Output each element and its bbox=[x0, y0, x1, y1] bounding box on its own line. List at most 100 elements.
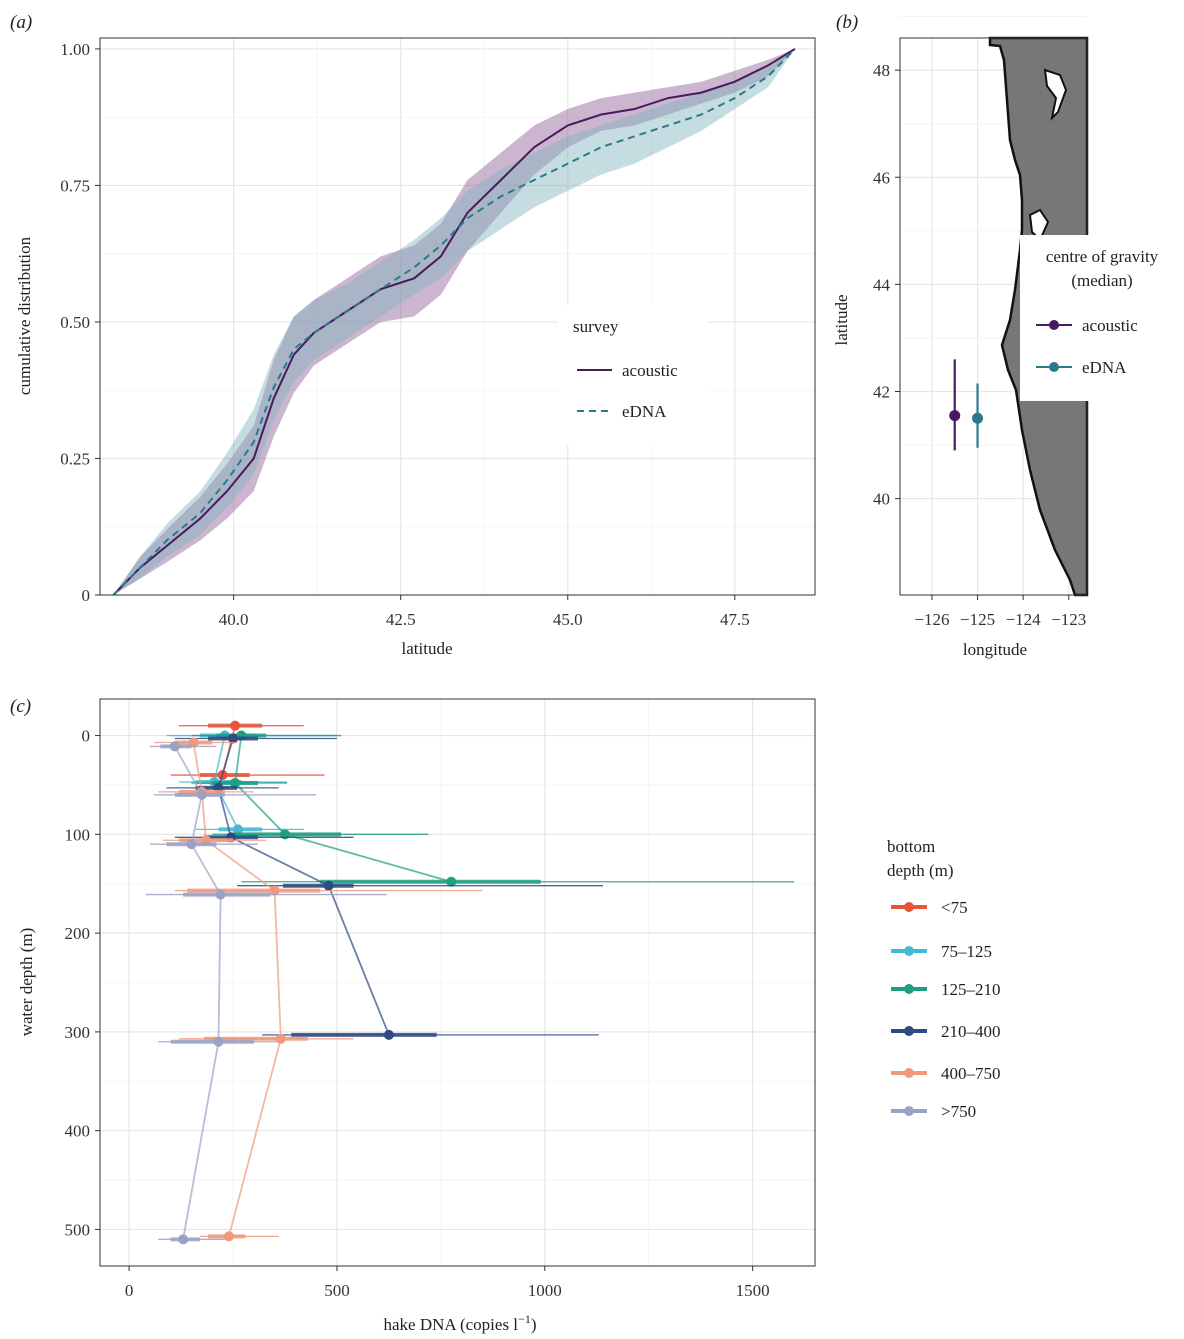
panel-c-point bbox=[186, 839, 197, 850]
panel-a-line-acoustic bbox=[112, 48, 796, 596]
panel-b-ylabel: latitude bbox=[832, 295, 851, 346]
panel-a-xlabel: latitude bbox=[402, 639, 453, 658]
panel-a-ytick-label: 0.25 bbox=[60, 449, 90, 468]
panel-a-legend: survey acoustic eDNA bbox=[558, 305, 708, 445]
panel-a-ylabel: cumulative distribution bbox=[15, 236, 34, 395]
panel-a-xtick-label: 40.0 bbox=[219, 610, 249, 629]
panel-c-point bbox=[169, 741, 180, 752]
panel-b-ticks: −126 −125 −124 −123 40 42 44 46 48 bbox=[873, 61, 1086, 629]
panel-a-lines bbox=[112, 48, 796, 596]
panel-c-profile-line bbox=[174, 745, 222, 1240]
panel-c-legend-dot bbox=[904, 946, 914, 956]
panel-b-legend-label-edna: eDNA bbox=[1082, 358, 1127, 377]
panel-c-legend-label: 75–125 bbox=[941, 942, 992, 961]
panel-b-ytick-label: 46 bbox=[873, 168, 890, 187]
panel-b-legend-label-acoustic: acoustic bbox=[1082, 316, 1138, 335]
panel-c-legend-label: >750 bbox=[941, 1102, 976, 1121]
panel-c-point bbox=[230, 720, 241, 731]
panel-c-point bbox=[446, 876, 457, 887]
panel-c-ylabel: water depth (m) bbox=[17, 928, 36, 1037]
panel-b-legend-title-1: centre of gravity bbox=[1046, 247, 1159, 266]
panel-b-point-acoustic bbox=[949, 410, 961, 422]
panel-b-ytick-label: 42 bbox=[873, 382, 890, 401]
panel-c-point bbox=[269, 885, 280, 896]
panel-a-bands bbox=[113, 48, 795, 595]
panel-c-profile-line bbox=[192, 742, 282, 1237]
panel-a-legend-label-edna: eDNA bbox=[622, 402, 667, 421]
panel-a-xtick-label: 42.5 bbox=[386, 610, 416, 629]
panel-b-legend-box bbox=[1020, 235, 1184, 401]
panel-c-legend-items: <75 75–125 125–210 210–400 400–750 >750 bbox=[891, 898, 1001, 1121]
panel-c-point bbox=[323, 880, 334, 891]
panel-c-series-5 bbox=[145, 741, 387, 1245]
inland-water bbox=[1028, 68, 1068, 242]
panel-a-ytick-label: 0.50 bbox=[60, 313, 90, 332]
panel-c-ytick-label: 500 bbox=[65, 1220, 91, 1239]
panel-c-point bbox=[230, 777, 241, 788]
panel-c-legend-label: <75 bbox=[941, 898, 968, 917]
panel-c-legend: bottom depth (m) <75 75–125 125–210 210–400… bbox=[887, 837, 1001, 1121]
panel-c-point bbox=[196, 789, 207, 800]
panel-b-legend-title-2: (median) bbox=[1071, 271, 1132, 290]
panel-a-band-acoustic bbox=[113, 48, 795, 595]
panel-a-band-edna bbox=[113, 48, 795, 595]
panel-a-frame bbox=[99, 37, 816, 596]
panel-c-ytick-label: 100 bbox=[65, 825, 91, 844]
panel-b-map: −126 −125 −124 −123 40 42 44 46 48 longitude lat… bbox=[832, 16, 1184, 659]
panel-a-legend-label-acoustic: acoustic bbox=[622, 361, 678, 380]
panel-c-legend-dot bbox=[904, 902, 914, 912]
panel-c-legend-dot bbox=[904, 984, 914, 994]
panel-a-ticks: 40.0 42.5 45.0 47.5 0 0.25 0.50 0.75 1.00 bbox=[60, 40, 749, 629]
panel-c-ticks: 0 500 1000 1500 0 100 200 300 400 500 bbox=[65, 727, 770, 1300]
panel-c-point bbox=[213, 1036, 224, 1047]
panel-b-ytick-label: 44 bbox=[873, 275, 891, 294]
panel-c-legend-label: 210–400 bbox=[941, 1022, 1001, 1041]
panel-c-series-2 bbox=[191, 730, 795, 887]
panel-a-chart: 40.0 42.5 45.0 47.5 0 0.25 0.50 0.75 1.00 latitu… bbox=[15, 37, 816, 658]
panel-c-legend-dot bbox=[904, 1026, 914, 1036]
panel-b-xtick-label: −124 bbox=[1006, 610, 1042, 629]
panel-a-ytick-label: 0 bbox=[82, 586, 91, 605]
panel-c-point bbox=[223, 1231, 234, 1242]
panel-c-chart: 0 500 1000 1500 0 100 200 300 400 500 hake DNA (c… bbox=[17, 698, 1001, 1334]
panel-label-b: (b) bbox=[836, 12, 858, 33]
panel-c-legend-dot bbox=[904, 1068, 914, 1078]
panel-b-xtick-label: −126 bbox=[914, 610, 949, 629]
panel-label-a: (a) bbox=[10, 12, 32, 33]
panel-c-frame bbox=[99, 698, 816, 1267]
panel-b-xtick-label: −125 bbox=[960, 610, 995, 629]
panel-c-profile-line bbox=[234, 735, 452, 883]
panel-a-legend-title: survey bbox=[573, 317, 619, 336]
panel-c-point bbox=[233, 824, 244, 835]
panel-c-legend-dot bbox=[904, 1106, 914, 1116]
panel-c-xtick-label: 500 bbox=[324, 1281, 350, 1300]
panel-b-ytick-label: 48 bbox=[873, 61, 890, 80]
panel-c-xtick-label: 0 bbox=[125, 1281, 134, 1300]
panel-b-points bbox=[949, 359, 984, 451]
panel-c-point bbox=[228, 733, 239, 744]
panel-a-ytick-label: 1.00 bbox=[60, 40, 90, 59]
panel-c-series bbox=[145, 720, 795, 1245]
panel-a-ytick-label: 0.75 bbox=[60, 176, 90, 195]
panel-b-point-edna bbox=[972, 412, 984, 424]
panel-c-xtick-label: 1000 bbox=[528, 1281, 562, 1300]
panel-c-point bbox=[383, 1029, 394, 1040]
panel-c-point bbox=[178, 1234, 189, 1245]
panel-c-xlabel-close: ) bbox=[531, 1315, 537, 1334]
panel-c-xtick-label: 1500 bbox=[736, 1281, 770, 1300]
panel-c-ytick-label: 0 bbox=[82, 727, 91, 746]
panel-a-line-edna bbox=[112, 48, 796, 596]
panel-c-xlabel: hake DNA (copies l−1) bbox=[383, 1312, 536, 1334]
panel-c-ytick-label: 400 bbox=[65, 1122, 91, 1141]
panel-label-c: (c) bbox=[10, 696, 31, 717]
panel-c-legend-title-2: depth (m) bbox=[887, 861, 954, 880]
panel-b-xlabel: longitude bbox=[963, 640, 1027, 659]
panel-b-ytick-label: 40 bbox=[873, 490, 890, 509]
panel-c-legend-label: 400–750 bbox=[941, 1064, 1001, 1083]
panel-b-legend-dot-edna bbox=[1049, 362, 1059, 372]
panel-b-legend: centre of gravity (median) acoustic eDNA bbox=[1020, 235, 1184, 401]
panel-b-xtick-label: −123 bbox=[1051, 610, 1086, 629]
panel-c-point bbox=[215, 889, 226, 900]
panel-c-legend-label: 125–210 bbox=[941, 980, 1001, 999]
